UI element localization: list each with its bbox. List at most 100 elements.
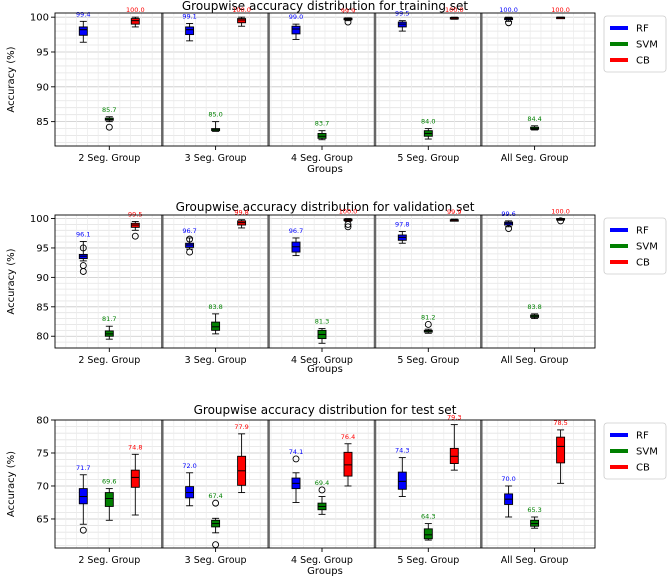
box-rf-3: 99.0 (289, 13, 303, 40)
data-label: 99.0 (289, 13, 303, 21)
box-svm-1: 81.7 (102, 315, 117, 340)
data-label: 99.9 (447, 208, 461, 216)
box-rf-4: 99.5 (395, 10, 410, 32)
y-tick-label: 90 (36, 82, 49, 93)
box-cb-4: 100.0 (445, 6, 464, 20)
data-label: 100.0 (499, 6, 518, 14)
box-body (343, 451, 353, 477)
data-label: 81.2 (421, 313, 435, 321)
data-label: 100.0 (232, 6, 251, 14)
chart-panel: Groupwise accuracy distribution for vali… (6, 200, 667, 375)
y-tick-label: 85 (36, 117, 49, 128)
x-tick-label: All Seg. Group (501, 355, 569, 366)
legend-label-cb: CB (636, 56, 650, 67)
data-label: 74.8 (128, 443, 142, 451)
y-tick-label: 75 (36, 448, 49, 459)
outlier-point (186, 248, 194, 256)
box-body (423, 528, 433, 540)
data-label: 100.0 (551, 6, 570, 14)
box-body (130, 18, 140, 25)
box-cb-3: 99.9 (341, 7, 355, 26)
box-cb-2: 77.9 (234, 423, 249, 494)
box-svm-4: 84.0 (421, 118, 436, 140)
data-label: 79.3 (447, 414, 461, 422)
box-rf-3: 74.1 (289, 448, 303, 503)
data-label: 99.4 (76, 10, 90, 18)
x-tick-label: 2 Seg. Group (78, 555, 140, 566)
box-rf-2: 72.0 (182, 462, 197, 507)
box-cb-4: 99.9 (447, 208, 462, 222)
y-axis-label: Accuracy (%) (6, 451, 17, 517)
box-body (237, 18, 247, 24)
x-tick-label: 2 Seg. Group (78, 355, 140, 366)
outlier-point (79, 244, 87, 252)
box-svm-3: 83.7 (315, 120, 329, 141)
data-label: 99.1 (182, 12, 196, 20)
data-label: 96.1 (76, 230, 90, 238)
x-tick-label: 3 Seg. Group (185, 555, 247, 566)
outlier-point (212, 499, 220, 507)
legend-label-svm: SVM (636, 242, 658, 253)
x-tick-label: 5 Seg. Group (397, 555, 459, 566)
outlier-point (79, 268, 87, 275)
data-label: 65.3 (527, 506, 541, 514)
outlier-point (292, 455, 300, 463)
data-label: 100.0 (126, 6, 145, 14)
data-label: 84.4 (527, 115, 541, 123)
axes-frame (54, 12, 596, 147)
y-tick-label: 90 (36, 273, 49, 284)
y-tick-label: 65 (36, 514, 49, 525)
y-tick-label: 100 (30, 13, 49, 24)
outlier-point (344, 220, 352, 228)
x-tick-label: All Seg. Group (501, 153, 569, 164)
legend-label-svm: SVM (636, 40, 658, 51)
data-label: 85.7 (102, 106, 116, 114)
y-tick-label: 95 (36, 243, 49, 254)
legend-label-cb: CB (636, 463, 650, 474)
x-axis-label: Groups (307, 164, 343, 175)
x-tick-label: 3 Seg. Group (185, 153, 247, 164)
box-svm-5: 83.8 (527, 303, 542, 320)
y-tick-label: 80 (36, 416, 49, 427)
box-rf-2: 96.7 (182, 227, 197, 256)
outlier-point (105, 123, 113, 131)
data-label: 70.0 (501, 475, 515, 483)
chart-title: Groupwise accuracy distribution for test… (194, 403, 457, 417)
box-cb-1: 99.5 (128, 210, 143, 240)
outlier-point (344, 223, 352, 231)
outlier-point (505, 19, 513, 27)
data-label: 83.8 (527, 303, 541, 311)
box-cb-2: 99.8 (234, 209, 249, 229)
data-label: 100.0 (551, 208, 570, 216)
box-body (291, 25, 301, 35)
data-label: 74.3 (395, 447, 409, 455)
data-label: 78.5 (553, 419, 567, 427)
chart-title: Groupwise accuracy distribution for vali… (176, 200, 475, 214)
x-tick-label: 4 Seg. Group (291, 153, 353, 164)
box-rf-3: 96.7 (289, 227, 303, 257)
outlier-point (424, 321, 432, 328)
x-tick-label: 4 Seg. Group (291, 355, 353, 366)
chart-panel: Groupwise accuracy distribution for trai… (6, 0, 667, 175)
data-label: 72.0 (182, 462, 196, 470)
box-svm-5: 65.3 (527, 506, 542, 529)
outlier-point (131, 232, 139, 240)
box-body (397, 471, 407, 490)
data-label: 77.9 (234, 423, 248, 431)
box-svm-2: 83.8 (208, 303, 223, 335)
y-axis-label: Accuracy (%) (6, 46, 17, 112)
box-body (185, 26, 195, 36)
box-body (130, 469, 140, 488)
chart-panel: Groupwise accuracy distribution for test… (6, 403, 667, 577)
legend-label-rf: RF (636, 226, 649, 237)
data-label: 67.4 (208, 492, 222, 500)
box-cb-5: 100.0 (551, 6, 570, 20)
box-cb-2: 100.0 (232, 6, 251, 27)
box-svm-1: 85.7 (102, 106, 117, 131)
y-tick-label: 70 (36, 481, 49, 492)
box-rf-5: 100.0 (499, 6, 518, 27)
data-label: 84.0 (421, 118, 435, 126)
box-svm-4: 81.2 (421, 313, 436, 334)
y-tick-label: 85 (36, 302, 49, 313)
